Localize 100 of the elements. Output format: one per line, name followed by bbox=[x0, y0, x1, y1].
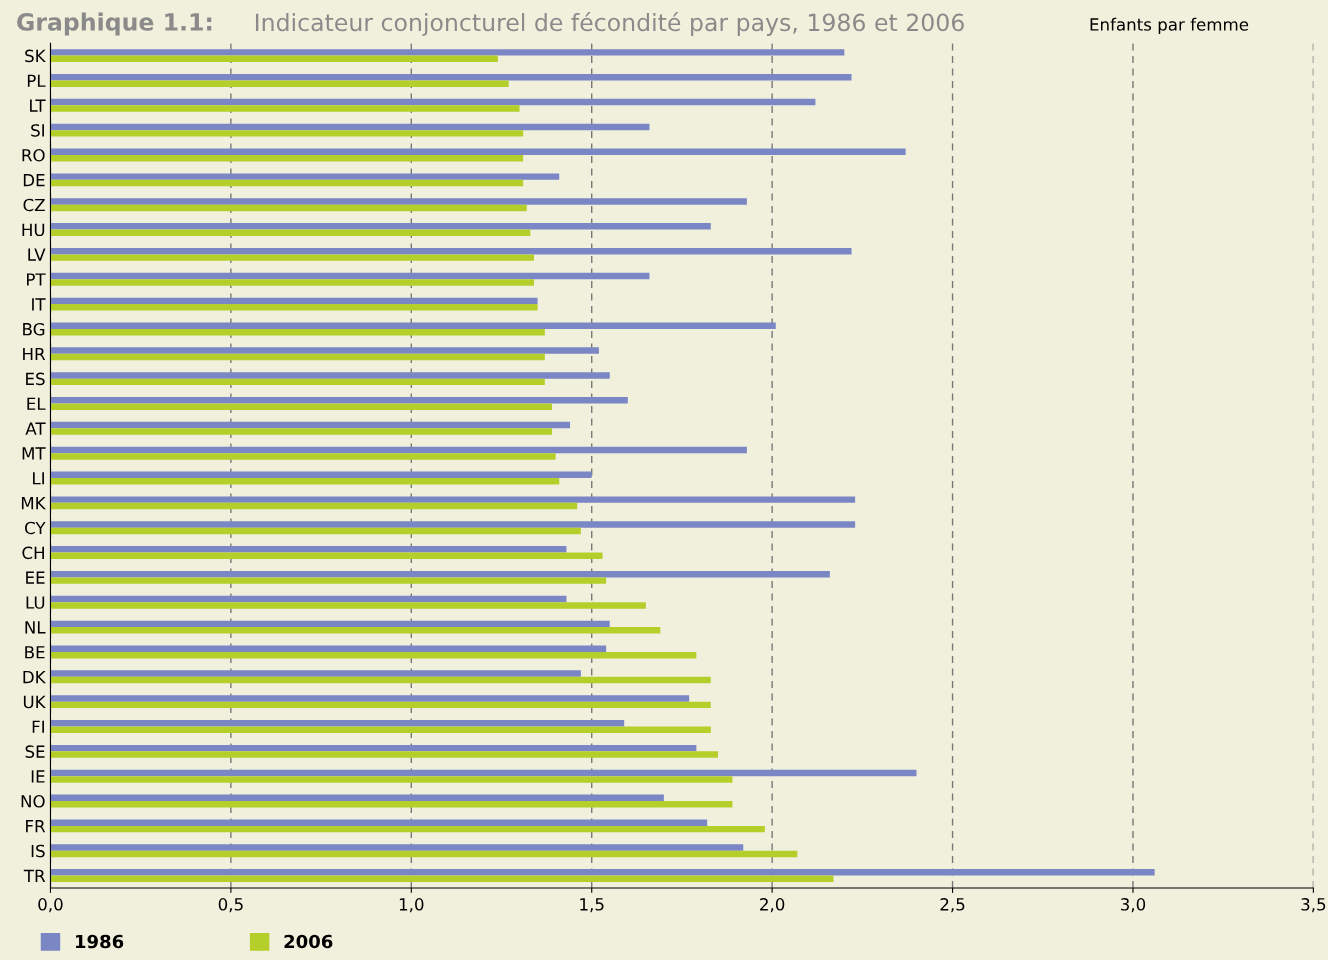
x-tick-label: 3,0 bbox=[1120, 898, 1146, 913]
y-tick-label: HU bbox=[22, 223, 45, 237]
y-tick-label: SK bbox=[25, 49, 46, 63]
bar bbox=[50, 552, 603, 560]
y-tick-label: MT bbox=[22, 447, 46, 460]
y-tick-label: SE bbox=[25, 745, 45, 758]
bar bbox=[50, 801, 733, 808]
y-tick-label: IE bbox=[31, 770, 45, 783]
y-tick-label: PT bbox=[27, 273, 46, 286]
bar bbox=[50, 627, 661, 634]
bar bbox=[50, 173, 560, 180]
bar bbox=[50, 223, 711, 230]
y-tick-label: TR bbox=[23, 869, 46, 882]
bar bbox=[50, 620, 610, 628]
bar bbox=[50, 695, 690, 702]
bar bbox=[50, 577, 607, 584]
bar bbox=[50, 769, 917, 777]
x-tick-label: 3,5 bbox=[1301, 898, 1326, 913]
bar bbox=[50, 123, 650, 131]
chart-subtitle: Indicateur conjoncturel de fécondité par pays, 1986 et 2006 bbox=[255, 12, 964, 36]
y-tick-label: EE bbox=[26, 571, 45, 584]
bar bbox=[50, 844, 744, 851]
bar bbox=[50, 602, 646, 609]
y-tick-label: LU bbox=[26, 596, 45, 609]
y-tick-label: UK bbox=[23, 695, 46, 709]
bar bbox=[50, 825, 765, 833]
bar bbox=[50, 229, 531, 237]
bar bbox=[50, 55, 498, 63]
bar bbox=[50, 297, 538, 305]
bar bbox=[50, 720, 625, 727]
bar bbox=[50, 670, 581, 677]
y-tick-label: SI bbox=[31, 124, 44, 137]
x-tick-label: 2,0 bbox=[760, 898, 785, 913]
y-tick-label: DE bbox=[23, 174, 45, 187]
text: Enfants par femme bbox=[1090, 17, 1249, 34]
y-tick-label: CZ bbox=[23, 198, 45, 212]
bar bbox=[50, 80, 509, 87]
bar bbox=[50, 527, 581, 535]
bar bbox=[50, 148, 906, 156]
y-tick-label: IT bbox=[32, 298, 46, 311]
y-tick-label: LV bbox=[28, 248, 46, 261]
bar bbox=[50, 353, 545, 361]
bar bbox=[50, 776, 733, 783]
y-tick-label: LT bbox=[30, 99, 46, 112]
bar bbox=[50, 403, 553, 410]
chart-title: Graphique 1.1: bbox=[17, 12, 212, 36]
x-tick-label: 0,5 bbox=[218, 898, 243, 913]
bar bbox=[50, 570, 830, 578]
y-tick-label: PL bbox=[27, 74, 46, 87]
bar bbox=[50, 676, 711, 684]
y-tick-label: ES bbox=[26, 372, 45, 386]
y-tick-label: BE bbox=[25, 646, 45, 659]
bar bbox=[50, 179, 524, 187]
bar bbox=[50, 98, 816, 106]
bar bbox=[50, 645, 607, 652]
bar bbox=[50, 446, 747, 454]
bar bbox=[50, 521, 856, 528]
y-tick-label: CH bbox=[22, 546, 44, 560]
y-tick-label: RO bbox=[22, 148, 45, 162]
bar bbox=[50, 869, 1155, 876]
bar bbox=[50, 105, 520, 112]
bar bbox=[50, 322, 776, 329]
bar bbox=[50, 651, 697, 659]
bar bbox=[50, 372, 610, 379]
bar bbox=[50, 726, 711, 733]
bar bbox=[50, 744, 697, 752]
y-tick-label: MK bbox=[21, 497, 46, 510]
bar bbox=[50, 378, 545, 386]
bar bbox=[50, 453, 556, 460]
y-tick-label: CY bbox=[25, 521, 46, 535]
y-tick-label: LI bbox=[33, 472, 44, 485]
y-tick-label: NL bbox=[25, 621, 46, 634]
bar bbox=[50, 478, 560, 485]
y-tick-label: AT bbox=[25, 422, 46, 435]
bar bbox=[50, 272, 650, 280]
y-tick-label: NO bbox=[21, 795, 45, 808]
bar bbox=[50, 279, 534, 286]
bar bbox=[50, 254, 534, 261]
bar bbox=[50, 304, 538, 311]
bar bbox=[50, 595, 567, 603]
bar bbox=[50, 751, 719, 758]
bar bbox=[50, 471, 592, 479]
bar bbox=[50, 130, 524, 137]
y-tick-label: FI bbox=[32, 720, 44, 733]
y-tick-label: BG bbox=[23, 322, 45, 336]
y-tick-label: FR bbox=[26, 820, 46, 833]
bar bbox=[50, 546, 567, 553]
bar bbox=[50, 198, 747, 205]
x-tick-label: 0,0 bbox=[38, 898, 63, 913]
bar bbox=[50, 850, 798, 858]
bar bbox=[50, 204, 527, 212]
y-tick-label: DK bbox=[23, 670, 46, 684]
bar bbox=[50, 794, 664, 802]
y-tick-label: HR bbox=[23, 347, 46, 361]
x-tick-label: 1,5 bbox=[580, 898, 604, 913]
bar bbox=[50, 347, 599, 354]
bar bbox=[50, 428, 553, 435]
legend-label: 1986 bbox=[75, 934, 124, 949]
bar bbox=[50, 49, 845, 56]
x-tick-label: 1,0 bbox=[399, 898, 424, 913]
